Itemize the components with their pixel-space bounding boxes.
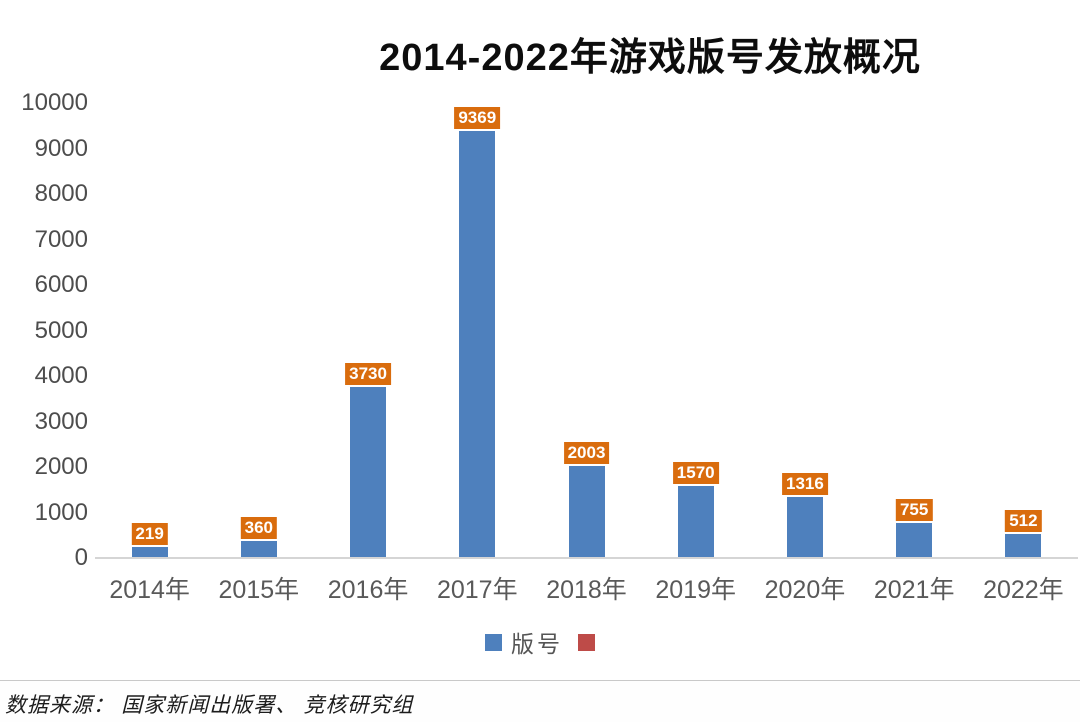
y-tick-label: 6000	[34, 271, 88, 298]
bar-2022年	[1005, 534, 1042, 557]
legend: 版号	[0, 628, 1080, 657]
x-tick-label: 2018年	[546, 576, 627, 604]
y-tick-label: 9000	[34, 134, 88, 162]
x-axis-line	[95, 557, 1078, 559]
bar-2015年	[240, 541, 277, 557]
data-source-text: 数据来源： 国家新闻出版署、 竞核研究组	[5, 693, 414, 717]
chart-title: 2014-2022年游戏版号发放概况	[379, 37, 921, 79]
x-tick-label: 2017年	[436, 576, 518, 604]
x-tick-label: 2014年	[109, 576, 190, 604]
y-axis: 0 1000 2000 3000 4000 5000 6000 7000 8000 9000 100…	[0, 89, 88, 571]
bar-2016年	[350, 387, 387, 557]
bar-value-label: 219	[131, 523, 168, 545]
y-tick-label: 2000	[34, 453, 88, 480]
y-tick-label: 4000	[34, 362, 88, 389]
y-tick-label: 8000	[34, 180, 88, 207]
footer: 数据来源： 国家新闻出版署、 竞核研究组	[0, 680, 1080, 722]
x-tick-label: 2015年	[218, 576, 300, 604]
bar-value-label: 512	[1005, 510, 1042, 532]
x-tick-label: 2020年	[764, 576, 846, 604]
y-tick-label: 0	[74, 544, 88, 571]
bar-2014年	[131, 547, 168, 557]
x-tick-label: 2021年	[873, 576, 955, 604]
y-tick-label: 3000	[34, 407, 88, 435]
legend-swatch-red-icon	[578, 633, 595, 651]
bar-2019年	[677, 486, 714, 557]
x-tick-label: 2016年	[327, 576, 409, 604]
bar-value-label: 1316	[782, 473, 828, 495]
bar-value-label: 3730	[345, 363, 391, 385]
bar-2017年	[459, 131, 496, 557]
y-tick-label: 5000	[34, 316, 88, 344]
y-tick-label: 7000	[34, 225, 88, 253]
bar-2020年	[786, 497, 823, 557]
plot-area: 219 360 3730 9369 2003 1570 1316 755 512	[95, 103, 1078, 558]
x-tick-label: 2022年	[983, 576, 1064, 604]
x-tick-label: 2019年	[655, 576, 737, 604]
bar-2018年	[568, 466, 605, 557]
bar-value-label: 755	[895, 499, 933, 521]
y-tick-label: 10000	[21, 89, 88, 116]
bar-value-label: 9369	[454, 107, 501, 129]
bar-value-label: 2003	[563, 442, 610, 464]
legend-swatch-banhao-icon	[485, 633, 502, 651]
legend-label-banhao: 版号	[511, 631, 563, 657]
bar-value-label: 360	[240, 517, 278, 539]
y-tick-label: 1000	[34, 498, 88, 526]
bar-2021年	[896, 523, 933, 557]
bar-value-label: 1570	[672, 462, 719, 484]
x-axis: 2014年 2015年 2016年 2017年 2018年 2019年 2020年 2021年…	[95, 570, 1078, 604]
